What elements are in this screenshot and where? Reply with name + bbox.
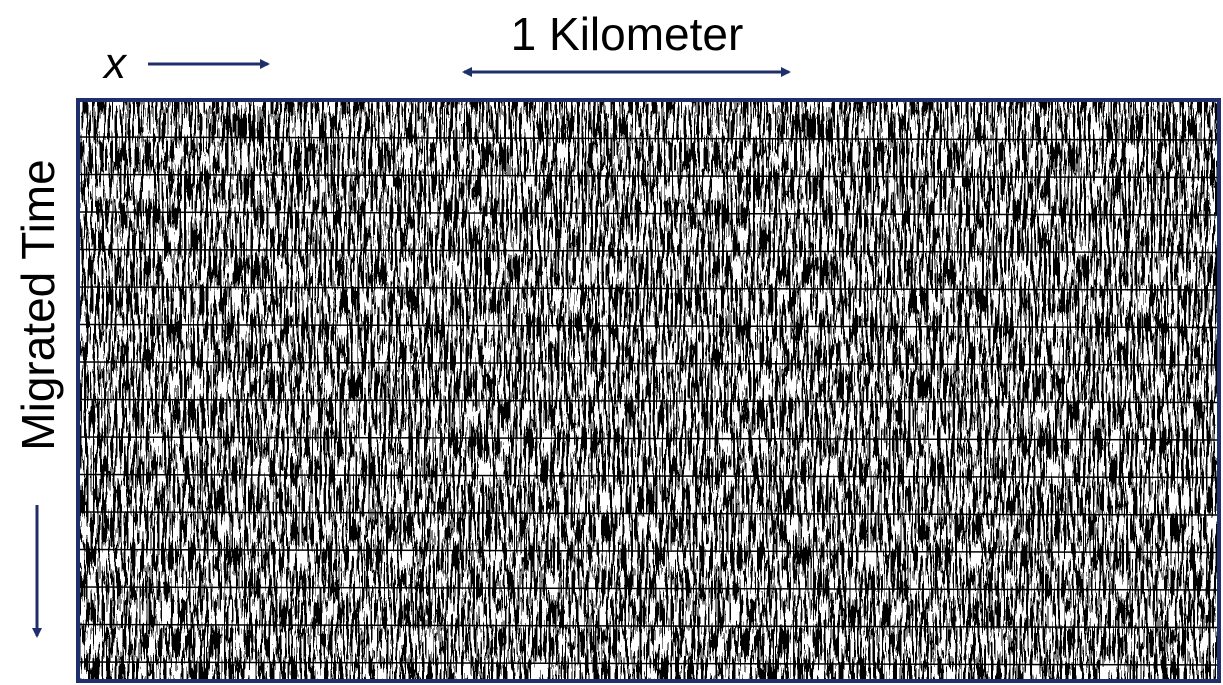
trace-line xyxy=(79,173,1218,179)
trace-line xyxy=(79,436,1218,441)
section-frame xyxy=(76,98,1221,683)
seismic-section xyxy=(78,100,1219,681)
trace-line xyxy=(79,661,1218,666)
scale-label: 1 Kilometer xyxy=(511,8,744,60)
trace-line xyxy=(79,211,1218,216)
trace-line xyxy=(79,361,1218,366)
trace-line xyxy=(79,136,1218,141)
trace-line xyxy=(79,286,1218,291)
y-axis-label: Migrated Time xyxy=(12,159,64,450)
x-axis-label: x xyxy=(102,39,128,88)
section-lines xyxy=(79,136,1218,666)
trace-line xyxy=(79,623,1218,629)
trace-line xyxy=(79,586,1218,591)
trace-line xyxy=(79,473,1218,479)
trace-line xyxy=(79,398,1218,404)
trace-line xyxy=(79,323,1218,329)
trace-line xyxy=(79,548,1218,554)
trace-line xyxy=(79,511,1218,516)
trace-line xyxy=(79,248,1218,254)
